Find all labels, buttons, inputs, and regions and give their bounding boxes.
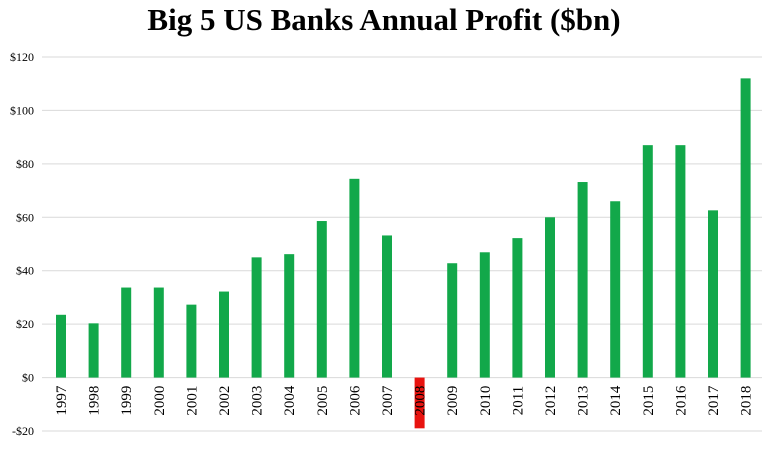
x-tick-label: 2000 xyxy=(152,386,168,416)
x-tick-label: 2010 xyxy=(478,386,494,416)
x-tick-label: 2004 xyxy=(282,385,298,416)
bar-2018 xyxy=(740,78,751,378)
y-tick-label: $20 xyxy=(16,317,34,331)
chart-title: Big 5 US Banks Annual Profit ($bn) xyxy=(147,2,621,37)
x-tick-label: 2008 xyxy=(413,386,429,416)
bar-2004 xyxy=(284,254,295,378)
bar-2006 xyxy=(349,178,360,378)
x-tick-label: 2003 xyxy=(250,386,266,416)
y-tick-label: -$20 xyxy=(12,424,34,438)
x-tick-label: 2002 xyxy=(217,386,233,416)
bar-2016 xyxy=(675,145,686,378)
bar-2013 xyxy=(577,182,588,378)
y-axis-ticks: -$20 $0 $20 $40 $60 $80 $100 $120 xyxy=(10,50,34,438)
x-axis-ticks: 1997 1998 1999 2000 2001 2002 2003 2004 2005 2006… xyxy=(54,385,755,416)
bar-2017 xyxy=(708,210,718,378)
bar-2014 xyxy=(610,201,621,378)
gridlines xyxy=(42,56,762,432)
bar-1999 xyxy=(121,287,132,378)
y-tick-label: $100 xyxy=(10,103,34,117)
bars xyxy=(56,78,751,429)
bar-2003 xyxy=(251,257,262,378)
y-tick-label: $0 xyxy=(22,371,34,385)
x-tick-label: 2013 xyxy=(576,386,592,416)
bar-2007 xyxy=(382,235,392,378)
x-tick-label: 2015 xyxy=(641,386,657,416)
x-tick-label: 1997 xyxy=(54,385,70,416)
x-tick-label: 2006 xyxy=(347,385,363,416)
bar-2008 xyxy=(414,377,425,429)
y-tick-label: $60 xyxy=(16,210,34,224)
x-tick-label: 1998 xyxy=(87,386,103,416)
bar-2001 xyxy=(186,304,197,378)
bar-2011 xyxy=(512,238,523,378)
y-tick-label: $80 xyxy=(16,157,34,171)
x-tick-label: 2017 xyxy=(706,385,722,416)
x-tick-label: 2005 xyxy=(315,386,331,416)
x-tick-label: 2011 xyxy=(510,386,526,415)
x-tick-label: 2016 xyxy=(673,385,689,416)
bar-1997 xyxy=(56,314,66,378)
x-tick-label: 1999 xyxy=(119,386,135,416)
x-tick-label: 2007 xyxy=(380,385,396,416)
bar-2015 xyxy=(642,145,653,378)
y-tick-label: $40 xyxy=(16,264,34,278)
bar-2000 xyxy=(153,287,164,378)
x-tick-label: 2001 xyxy=(184,386,200,416)
y-tick-label: $120 xyxy=(10,50,34,64)
bar-2009 xyxy=(447,263,458,378)
x-tick-label: 2012 xyxy=(543,386,559,416)
bar-2010 xyxy=(479,252,490,378)
x-tick-label: 2014 xyxy=(608,385,624,416)
bar-1998 xyxy=(88,323,99,378)
bar-2005 xyxy=(316,221,327,378)
bar-2002 xyxy=(219,291,229,378)
bar-2012 xyxy=(545,217,555,378)
x-tick-label: 2009 xyxy=(445,386,461,416)
x-tick-label: 2018 xyxy=(739,386,755,416)
